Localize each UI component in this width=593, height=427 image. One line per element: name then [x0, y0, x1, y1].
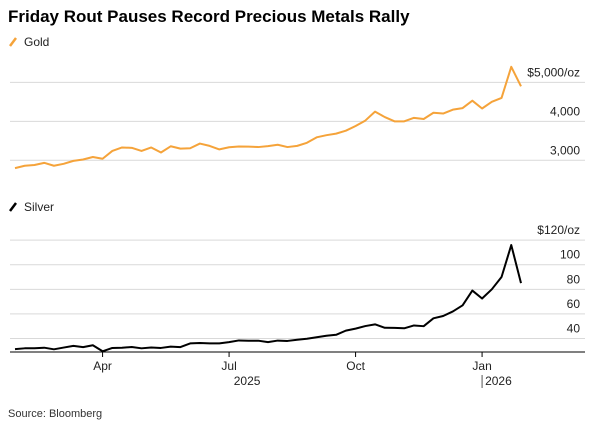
- year-label: 2026: [485, 374, 512, 388]
- y-tick-label: 3,000: [550, 143, 580, 157]
- y-tick-label: 100: [560, 248, 580, 262]
- x-tick-label: Jan: [472, 359, 491, 373]
- x-tick-label: Oct: [346, 359, 365, 373]
- legend-swatch: [9, 37, 17, 47]
- y-tick-label: $5,000/oz: [527, 65, 580, 79]
- source: Source: Bloomberg: [8, 408, 102, 420]
- y-tick-label: 80: [567, 272, 581, 286]
- x-tick-label: Apr: [93, 359, 112, 373]
- year-label: 2025: [234, 374, 261, 388]
- chart-title: Friday Rout Pauses Record Precious Metal…: [8, 7, 410, 26]
- y-tick-label: 40: [567, 321, 581, 335]
- data-line: [14, 65, 522, 170]
- y-tick-label: 60: [567, 297, 581, 311]
- x-tick-label: Jul: [221, 359, 236, 373]
- legend-swatch: [9, 202, 17, 212]
- data-line: [14, 244, 522, 353]
- legend-label: Silver: [24, 200, 54, 214]
- legend-label: Gold: [24, 35, 49, 49]
- y-tick-label: $120/oz: [537, 223, 580, 237]
- y-tick-label: 4,000: [550, 104, 580, 118]
